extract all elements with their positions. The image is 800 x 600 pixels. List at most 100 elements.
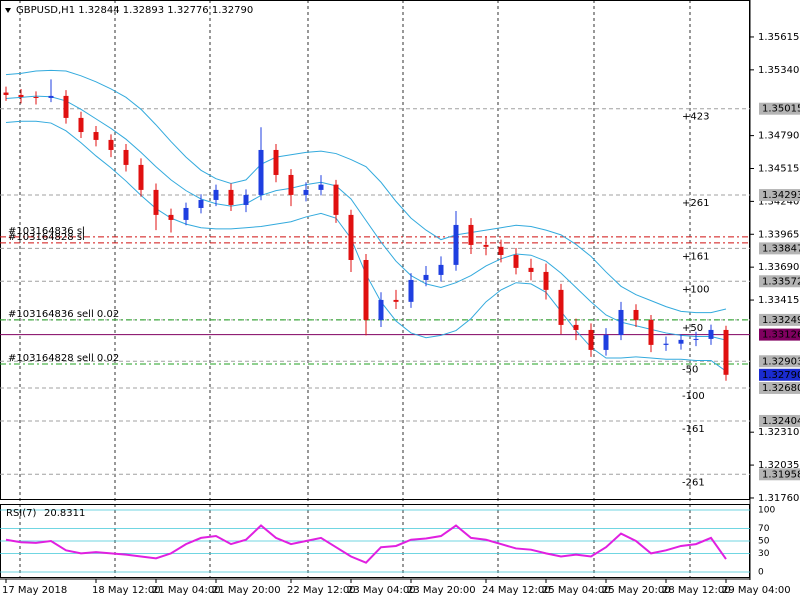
candle-body bbox=[3, 92, 9, 95]
level-label: 1.35015 bbox=[762, 104, 800, 115]
y-tick-label: 1.33690 bbox=[758, 262, 799, 273]
order-label: #103164836 sell 0.02 bbox=[8, 309, 119, 320]
current-price-label: 1.32790 bbox=[762, 370, 800, 381]
candle-body bbox=[663, 343, 669, 345]
band-middle bbox=[5, 95, 727, 341]
candle-body bbox=[333, 184, 339, 215]
level-tag: +100 bbox=[682, 284, 709, 295]
level-label: 1.31958 bbox=[762, 469, 800, 480]
candle-body bbox=[648, 319, 654, 345]
x-tick-label: 18 May 12:00 bbox=[92, 585, 161, 596]
candle-body bbox=[498, 246, 504, 255]
x-tick-label: 22 May 12:00 bbox=[287, 585, 356, 596]
candle-body bbox=[438, 264, 444, 275]
y-tick-label: 1.32310 bbox=[758, 427, 799, 438]
candle-body bbox=[138, 164, 144, 190]
x-tick-label: 29 May 04:00 bbox=[722, 585, 791, 596]
candle-body bbox=[198, 199, 204, 208]
level-label-bg bbox=[759, 102, 800, 115]
rsi-tick-label: 100 bbox=[758, 506, 775, 516]
candle-body bbox=[288, 174, 294, 195]
order-label: #103164828 sl bbox=[8, 232, 85, 243]
candle-body bbox=[558, 289, 564, 325]
level-tag: +261 bbox=[682, 198, 709, 209]
level-label: 1.32680 bbox=[762, 383, 800, 394]
x-tick-label: 23 May 20:00 bbox=[407, 585, 476, 596]
level-label: 1.33249 bbox=[762, 315, 800, 326]
menu-arrow bbox=[5, 8, 11, 13]
candle-body bbox=[228, 189, 234, 205]
candle-body bbox=[603, 334, 609, 350]
level-tag: -161 bbox=[682, 424, 705, 435]
rsi-line bbox=[5, 524, 727, 564]
rsi-current: 20.8311 bbox=[44, 508, 85, 519]
level-label-bg bbox=[759, 189, 800, 202]
candle-body bbox=[33, 96, 39, 98]
x-tick-label: 24 May 12:00 bbox=[482, 585, 551, 596]
y-tick-label: 1.31760 bbox=[758, 493, 799, 504]
level-label: 1.32903 bbox=[762, 356, 800, 367]
candle-body bbox=[63, 95, 69, 118]
candle-body bbox=[273, 149, 279, 175]
y-tick-label: 1.34240 bbox=[758, 196, 799, 207]
y-tick-label: 1.33415 bbox=[758, 295, 799, 306]
y-tick-label: 1.34790 bbox=[758, 131, 799, 142]
candle-body bbox=[303, 189, 309, 195]
y-tick-label: 1.35340 bbox=[758, 65, 799, 76]
candle-body bbox=[483, 244, 489, 247]
level-label-bg bbox=[759, 242, 800, 255]
candle-body bbox=[513, 254, 519, 268]
candle-body bbox=[543, 271, 549, 290]
candle-body bbox=[468, 224, 474, 245]
level-label: 1.33847 bbox=[762, 243, 800, 254]
candle-body bbox=[528, 267, 534, 272]
rsi-tick-label: 70 bbox=[758, 524, 770, 534]
candle-body bbox=[258, 149, 264, 195]
candle-body bbox=[318, 184, 324, 190]
plot: 1.35615 1.35340 1.34790 1.34515 1.34240 1.339… bbox=[0, 32, 800, 596]
level-tag: -100 bbox=[682, 391, 705, 402]
order-label: #103164836 sl bbox=[8, 226, 85, 237]
symbol-info: GBPUSD,H1 1.32844 1.32893 1.32776 1.3279… bbox=[16, 5, 253, 16]
candle-body bbox=[723, 329, 729, 375]
candle-body bbox=[78, 117, 84, 133]
rsi-tick-label: 50 bbox=[758, 537, 770, 547]
level-tag: -50 bbox=[682, 364, 698, 375]
level-label: 1.34293 bbox=[762, 190, 800, 201]
y-tick-label: 1.34515 bbox=[758, 164, 799, 175]
candle-body bbox=[363, 259, 369, 320]
level-label: 1.33572 bbox=[762, 276, 800, 287]
candle-body bbox=[678, 339, 684, 344]
candle-body bbox=[453, 224, 459, 265]
candle-body bbox=[408, 279, 414, 302]
price-line-label-bg bbox=[759, 328, 800, 341]
rsi-title: RSI(7) bbox=[6, 508, 37, 519]
candle-body bbox=[378, 299, 384, 320]
candle-body bbox=[168, 214, 174, 220]
level-label-bg bbox=[759, 468, 800, 481]
x-tick-label: 23 May 04:00 bbox=[347, 585, 416, 596]
x-tick-label: 21 May 04:00 bbox=[152, 585, 221, 596]
candle-body bbox=[183, 207, 189, 220]
candle-body bbox=[348, 214, 354, 260]
current-price-bg bbox=[759, 368, 800, 381]
x-tick-label: 25 May 04:00 bbox=[542, 585, 611, 596]
candle-body bbox=[18, 94, 24, 97]
candle-body bbox=[633, 309, 639, 320]
candle-body bbox=[588, 329, 594, 350]
level-tag: +423 bbox=[682, 112, 709, 123]
candle-body bbox=[573, 324, 579, 330]
y-tick-label: 1.35615 bbox=[758, 32, 799, 43]
order-label: #103164828 sell 0.02 bbox=[8, 353, 119, 364]
candle-body bbox=[123, 149, 129, 165]
day-separators bbox=[19, 0, 691, 578]
candle-body bbox=[393, 299, 399, 302]
level-label: 1.32404 bbox=[762, 416, 800, 427]
candle-body bbox=[93, 132, 99, 140]
candle-body bbox=[708, 329, 714, 339]
y-tick-label: 1.32035 bbox=[758, 460, 799, 471]
level-label-bg bbox=[759, 414, 800, 427]
candle-body bbox=[618, 309, 624, 335]
